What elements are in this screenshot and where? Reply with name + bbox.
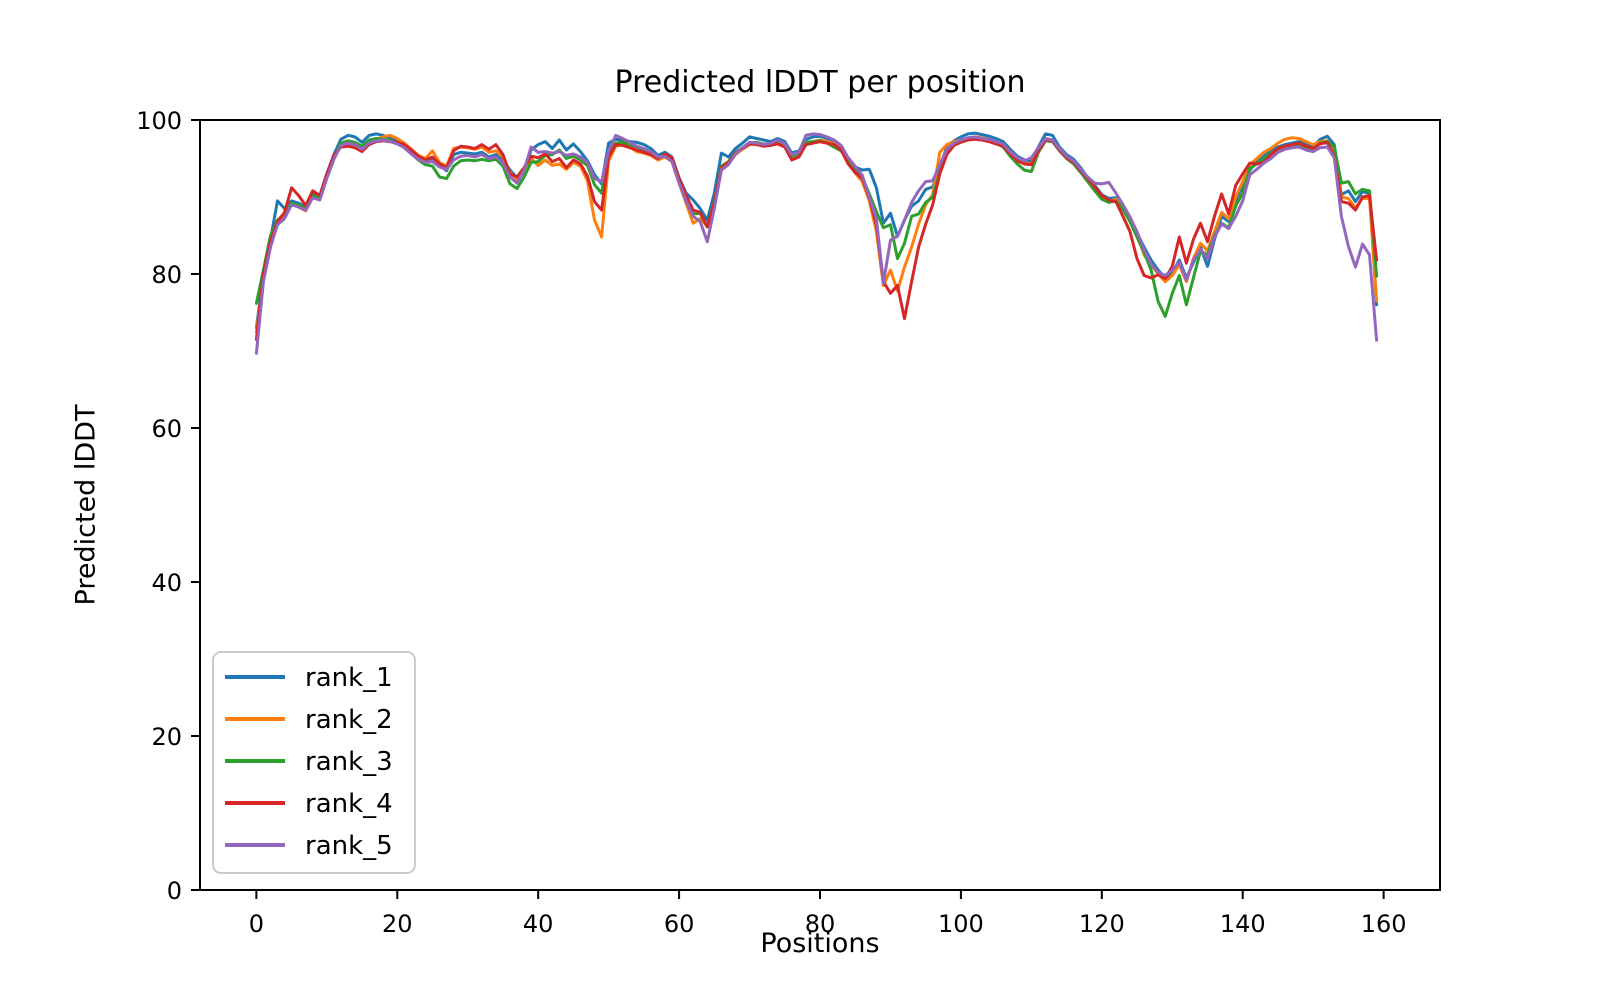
series-line-rank_4 (254, 137, 1379, 341)
x-tick-label: 20 (382, 910, 413, 938)
x-tick-label: 0 (249, 910, 264, 938)
legend-label-rank_5: rank_5 (305, 831, 393, 861)
legend-label-rank_4: rank_4 (305, 789, 393, 819)
x-tick-label: 40 (523, 910, 554, 938)
y-tick-label: 40 (151, 569, 182, 597)
x-tick-label: 80 (805, 910, 836, 938)
x-tick-label: 60 (664, 910, 695, 938)
x-tick-label: 120 (1079, 910, 1125, 938)
y-tick-label: 0 (167, 877, 182, 905)
series-line-rank_5 (254, 132, 1379, 355)
y-tick-label: 100 (136, 107, 182, 135)
legend-label-rank_2: rank_2 (305, 705, 393, 735)
legend-label-rank_1: rank_1 (305, 663, 393, 693)
x-tick-label: 100 (938, 910, 984, 938)
legend-label-rank_3: rank_3 (305, 747, 393, 777)
legend-box (212, 651, 416, 874)
x-tick-label: 140 (1220, 910, 1266, 938)
y-tick-label: 80 (151, 261, 182, 289)
chart-title: Predicted lDDT per position (614, 65, 1026, 100)
y-axis-label: Predicted lDDT (70, 404, 102, 606)
series-line-rank_3 (254, 137, 1379, 318)
x-axis-label: Positions (760, 928, 880, 959)
y-tick-label: 60 (151, 415, 182, 443)
y-tick-label: 20 (151, 723, 182, 751)
x-tick-label: 160 (1361, 910, 1407, 938)
